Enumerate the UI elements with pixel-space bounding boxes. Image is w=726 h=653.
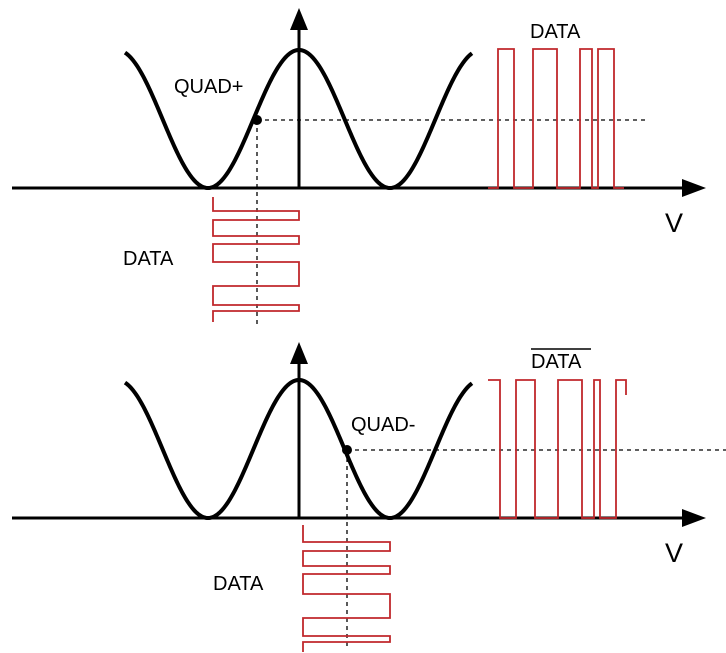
- top-output-data-signal: [488, 48, 624, 189]
- bottom-bias-label: QUAD-: [351, 414, 415, 436]
- top-output-label: DATA: [530, 21, 581, 43]
- top-x-axis-arrow-icon: [682, 179, 706, 197]
- bottom-transfer-curve: [123, 377, 474, 521]
- bottom-panel: QUAD- V DATA DATA: [12, 342, 726, 652]
- top-input-data-signal: [212, 197, 300, 322]
- top-input-label: DATA: [123, 248, 174, 270]
- bottom-input-label: DATA: [213, 573, 264, 595]
- bottom-bias-point: [342, 445, 352, 455]
- bottom-input-data-signal: [302, 525, 391, 652]
- bottom-y-axis-arrow-icon: [290, 342, 308, 364]
- top-panel: QUAD+ V DATA DATA: [12, 8, 706, 328]
- bottom-output-data-signal: [488, 379, 627, 519]
- top-axis-label: V: [665, 208, 683, 238]
- top-transfer-curve: [123, 47, 474, 191]
- top-y-axis-arrow-icon: [290, 8, 308, 30]
- bottom-output-label: DATA: [531, 351, 582, 373]
- top-bias-label: QUAD+: [174, 76, 243, 98]
- bottom-axis-label: V: [665, 538, 683, 568]
- bottom-x-axis-arrow-icon: [682, 509, 706, 527]
- top-bias-point: [252, 115, 262, 125]
